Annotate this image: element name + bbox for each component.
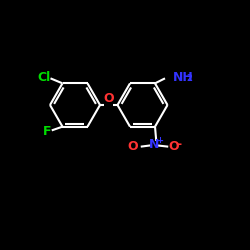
Text: F: F [43,125,51,138]
Text: Cl: Cl [38,70,51,84]
Text: N: N [149,138,160,151]
Text: -: - [176,138,181,151]
Text: NH: NH [172,70,193,84]
Text: +: + [156,136,163,145]
Text: O: O [168,140,178,153]
Text: O: O [127,140,138,153]
Text: O: O [104,92,114,104]
Text: 2: 2 [186,74,192,83]
